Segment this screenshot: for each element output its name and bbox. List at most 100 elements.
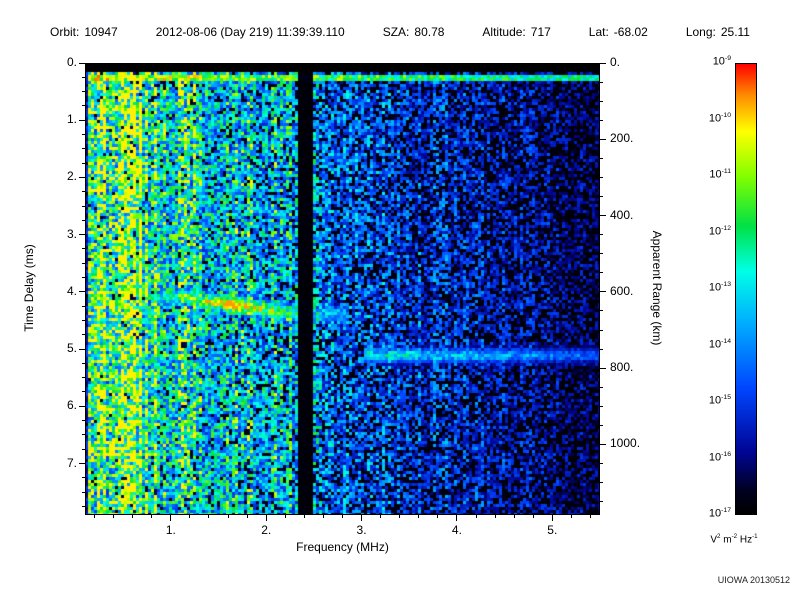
y2-tick: [600, 62, 606, 64]
y-tick: [79, 348, 85, 350]
x-minor-tick: [570, 515, 572, 518]
x-minor-tick: [418, 515, 420, 518]
y-minor-tick: [82, 505, 85, 507]
x-tick-label: 5.: [547, 523, 558, 537]
y-minor-tick: [82, 262, 85, 264]
y-axis-title: Time Delay (ms): [22, 244, 36, 332]
orbit-label: Orbit:: [50, 25, 80, 39]
y2-tick: [600, 367, 606, 369]
x-minor-tick: [132, 515, 134, 518]
x-minor-tick: [246, 515, 248, 518]
y-tick-label: 4.: [66, 283, 77, 298]
y-minor-tick: [82, 448, 85, 450]
x-minor-tick: [189, 515, 191, 518]
sza-label: SZA:: [382, 25, 410, 39]
header-datetime: 2012-08-06 (Day 219) 11:39:39.110: [156, 25, 345, 39]
x-tick: [265, 515, 267, 521]
y-tick: [79, 62, 85, 64]
x-tick-label: 1.: [165, 523, 176, 537]
y2-minor-tick: [600, 501, 603, 503]
y2-tick: [600, 138, 606, 140]
y2-minor-tick: [600, 176, 603, 178]
y-minor-tick: [82, 134, 85, 136]
y-minor-tick: [82, 305, 85, 307]
y-minor-tick: [82, 148, 85, 150]
credit-text: UIOWA 20130512: [717, 575, 790, 585]
colorbar-tick-label: 10-16: [708, 450, 731, 464]
altitude-label: Altitude:: [482, 25, 526, 39]
y2-minor-tick: [600, 234, 603, 236]
x-tick: [456, 515, 458, 521]
y-minor-tick: [82, 491, 85, 493]
y-minor-tick: [82, 248, 85, 250]
orbit-value: 10947: [84, 25, 118, 39]
y-tick-label: 7.: [66, 455, 77, 470]
x-tick-label: 4.: [451, 523, 462, 537]
y2-minor-tick: [600, 119, 603, 121]
lat-label: Lat:: [588, 25, 609, 39]
y-minor-tick: [82, 91, 85, 93]
x-minor-tick: [380, 515, 382, 518]
y-tick: [79, 405, 85, 407]
y2-tick-label: 200.: [610, 131, 634, 146]
altitude-value: 717: [530, 25, 551, 39]
x-minor-tick: [113, 515, 115, 518]
y-minor-tick: [82, 434, 85, 436]
y2-minor-tick: [600, 253, 603, 255]
y-minor-tick: [82, 362, 85, 364]
y-tick: [79, 176, 85, 178]
y-tick-label: 0.: [66, 55, 77, 69]
x-minor-tick: [399, 515, 401, 518]
header-orbit: Orbit: 10947: [50, 25, 118, 39]
y-tick-label: 1.: [66, 112, 77, 127]
y-minor-tick: [82, 76, 85, 78]
x-minor-tick: [475, 515, 477, 518]
y2-minor-tick: [600, 81, 603, 83]
x-tick-label: 2.: [261, 523, 272, 537]
y2-tick-label: 400.: [610, 207, 634, 222]
y2-minor-tick: [600, 329, 603, 331]
y-minor-tick: [82, 319, 85, 321]
y-tick-label: 2.: [66, 169, 77, 184]
x-minor-tick: [94, 515, 96, 518]
y-minor-tick: [82, 205, 85, 207]
y-minor-tick: [82, 105, 85, 107]
x-minor-tick: [532, 515, 534, 518]
x-minor-tick: [151, 515, 153, 518]
y2-tick: [600, 291, 606, 293]
lat-value: -68.02: [613, 25, 648, 39]
x-tick: [551, 515, 553, 521]
colorbar-tick-label: 10-14: [708, 337, 731, 351]
y-tick-label: 5.: [66, 341, 77, 356]
y2-minor-tick: [600, 196, 603, 197]
x-minor-tick: [437, 515, 439, 518]
colorbar-tick-label: 10-10: [708, 111, 731, 125]
y2-minor-tick: [600, 482, 603, 484]
y-minor-tick: [82, 420, 85, 422]
y-tick: [79, 234, 85, 236]
x-minor-tick: [284, 515, 286, 518]
header-altitude: Altitude: 717: [482, 25, 550, 39]
y2-minor-tick: [600, 100, 603, 102]
y-tick: [79, 463, 85, 464]
x-tick-label: 3.: [356, 523, 367, 537]
header-sza: SZA: 80.78: [383, 25, 445, 39]
header-long: Long: 25.11: [686, 25, 750, 39]
x-tick: [170, 515, 172, 521]
colorbar-tick-label: 10-12: [708, 224, 731, 238]
y-minor-tick: [82, 277, 85, 279]
y2-minor-tick: [600, 463, 603, 464]
x-minor-tick: [303, 515, 305, 518]
y2-minor-tick: [600, 424, 603, 426]
y-minor-tick: [82, 477, 85, 479]
x-minor-tick: [208, 515, 210, 518]
x-minor-tick: [589, 515, 591, 518]
colorbar-tick-label: 10-15: [708, 394, 731, 407]
y2-minor-tick: [600, 386, 603, 388]
y2-minor-tick: [600, 272, 603, 274]
y-minor-tick: [82, 377, 85, 379]
colorbar-tick-label: 10-17: [708, 507, 731, 520]
header-info-bar: Orbit: 10947 2012-08-06 (Day 219) 11:39:3…: [50, 25, 750, 39]
datetime-value: 2012-08-06 (Day 219) 11:39:39.110: [155, 25, 345, 39]
